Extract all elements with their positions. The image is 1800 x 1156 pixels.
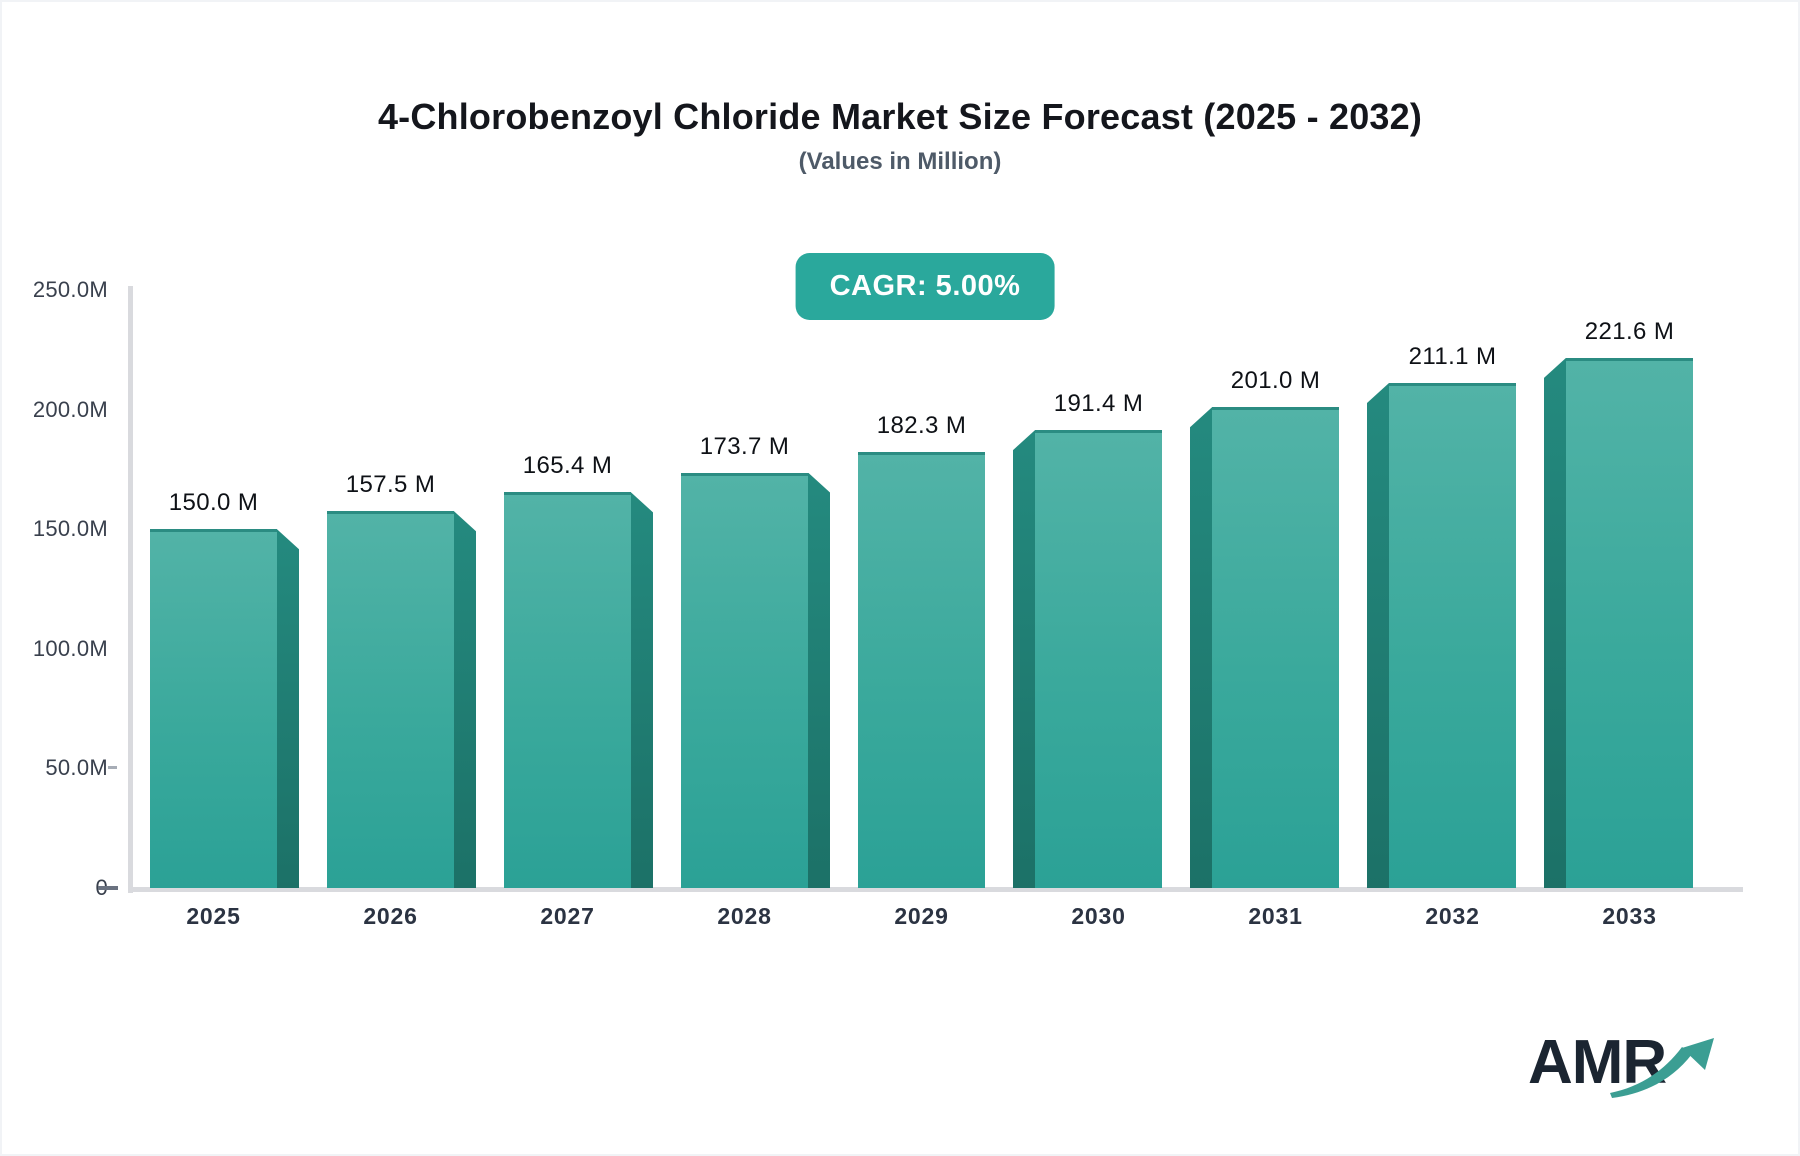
bar-3d-side — [454, 511, 476, 888]
y-axis-label: 100.0M — [32, 635, 108, 661]
bar — [1566, 357, 1693, 888]
bar — [150, 529, 277, 888]
bar-3d-side — [1190, 407, 1212, 888]
x-axis-label: 2028 — [717, 903, 772, 929]
y-axis-label: 50.0M — [45, 755, 108, 781]
amr-logo: AMR — [1528, 1030, 1718, 1110]
x-axis-label: 2033 — [1602, 903, 1657, 929]
y-axis-label: 150.0M — [32, 516, 108, 542]
bar-3d-side — [1013, 430, 1035, 888]
x-axis-label: 2027 — [540, 903, 595, 929]
bar — [858, 451, 985, 888]
bar — [327, 511, 454, 888]
bar-value-label: 150.0 M — [168, 489, 259, 517]
cagr-badge: CAGR: 5.00% — [795, 253, 1055, 320]
x-axis-label: 2029 — [894, 903, 949, 929]
bar-value-label: 165.4 M — [522, 452, 613, 480]
x-axis-label: 2025 — [186, 903, 241, 929]
bar — [1212, 407, 1339, 888]
bar-value-label: 182.3 M — [876, 411, 967, 439]
chart-title: 4-Chlorobenzoyl Chloride Market Size For… — [377, 96, 1423, 137]
chart-subtitle: (Values in Million) — [798, 148, 1002, 175]
y-axis-line — [128, 286, 133, 893]
y-tick-mark — [98, 886, 118, 890]
bar — [504, 492, 631, 888]
x-axis-label: 2030 — [1071, 903, 1126, 929]
bar-3d-side — [808, 472, 830, 888]
bar-value-label: 173.7 M — [699, 432, 790, 460]
x-axis-label: 2026 — [363, 903, 418, 929]
y-tick-mark — [108, 766, 117, 770]
bar-value-label: 201.0 M — [1230, 367, 1321, 395]
bar — [681, 472, 808, 888]
bar-3d-side — [1544, 357, 1566, 888]
x-axis-line — [128, 887, 1743, 892]
bar — [1035, 430, 1162, 888]
y-axis-label: 200.0M — [32, 396, 108, 422]
bar-value-label: 211.1 M — [1408, 343, 1497, 371]
y-axis-label: 250.0M — [32, 277, 108, 302]
x-axis-label: 2031 — [1248, 903, 1303, 929]
x-axis-label: 2032 — [1425, 903, 1480, 929]
bar-value-label: 191.4 M — [1053, 390, 1144, 418]
bar-3d-side — [277, 529, 299, 888]
bar — [1389, 383, 1516, 888]
bar-value-label: 157.5 M — [345, 471, 436, 499]
growth-arrow-icon — [1610, 1038, 1714, 1098]
y-axis-label: 0 — [8, 875, 108, 901]
bar-3d-side — [1367, 383, 1389, 888]
bar-value-label: 221.6 M — [1584, 317, 1675, 345]
bar-3d-side — [631, 492, 653, 888]
